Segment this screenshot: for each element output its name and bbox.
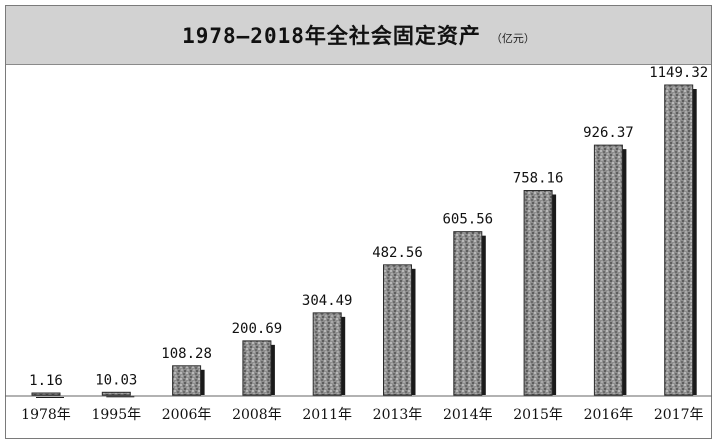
bar-9 bbox=[664, 84, 694, 396]
bar-8 bbox=[593, 144, 623, 396]
x-tick-label-4: 2011年 bbox=[302, 407, 352, 423]
x-tick-label-0: 1978年 bbox=[21, 407, 71, 423]
bar-7 bbox=[523, 190, 553, 396]
value-label-6: 605.56 bbox=[443, 212, 494, 228]
x-tick-label-1: 1995年 bbox=[91, 407, 141, 423]
bar-shadow-0 bbox=[36, 397, 64, 398]
x-tick-label-2: 2006年 bbox=[162, 407, 212, 423]
bar-3 bbox=[242, 340, 272, 396]
bar-6 bbox=[453, 231, 483, 396]
bar-5 bbox=[383, 264, 412, 396]
value-label-3: 200.69 bbox=[232, 321, 283, 337]
title-band: 1978–2018年全社会固定资产 （亿元） bbox=[6, 6, 711, 65]
x-tick-label-5: 2013年 bbox=[373, 407, 423, 423]
value-label-8: 926.37 bbox=[583, 125, 634, 141]
x-tick-label-9: 2017年 bbox=[654, 407, 704, 423]
value-label-5: 482.56 bbox=[372, 245, 423, 261]
value-label-4: 304.49 bbox=[302, 293, 353, 309]
x-tick-label-7: 2015年 bbox=[513, 407, 563, 423]
x-tick-label-6: 2014年 bbox=[443, 407, 493, 423]
bar-2 bbox=[172, 365, 202, 396]
value-label-9: 1149.32 bbox=[649, 65, 708, 81]
x-tick-label-3: 2008年 bbox=[232, 407, 282, 423]
bar-shadow-1 bbox=[106, 396, 135, 398]
value-label-1: 10.03 bbox=[95, 372, 137, 388]
x-tick-label-8: 2016年 bbox=[584, 407, 634, 423]
chart-title: 1978–2018年全社会固定资产 bbox=[182, 24, 481, 48]
x-tick-labels: 1978年 1995年 2006年 2008年 2011年 2013年 2014年 2015年… bbox=[21, 407, 703, 423]
value-label-2: 108.28 bbox=[161, 346, 212, 362]
bars-group: 1.16 10.03 108.28 200.69 304.49 482.56 605.56 7… bbox=[29, 65, 708, 398]
bar-4 bbox=[312, 312, 342, 396]
bar-1 bbox=[101, 391, 131, 396]
bar-0 bbox=[31, 392, 61, 396]
value-label-0: 1.16 bbox=[29, 373, 63, 389]
chart-unit: （亿元） bbox=[490, 32, 535, 45]
value-label-7: 758.16 bbox=[513, 171, 564, 187]
